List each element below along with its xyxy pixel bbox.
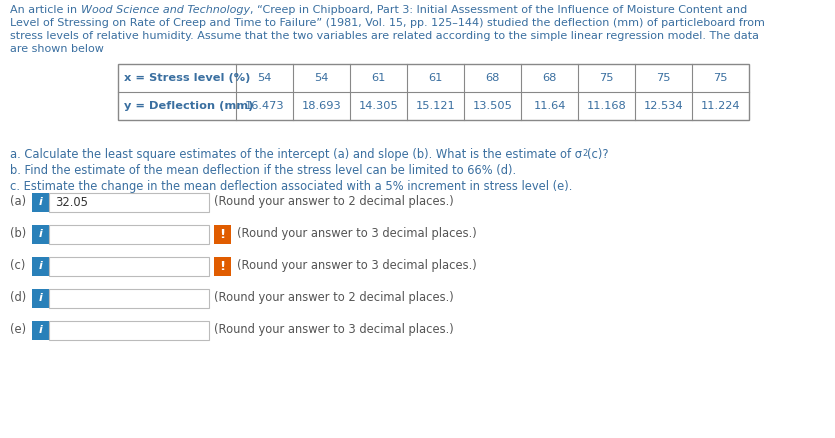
Text: 75: 75: [600, 73, 614, 83]
Bar: [49, 321, 209, 339]
Bar: [32, 225, 49, 244]
Text: (e): (e): [10, 324, 26, 336]
Text: 68: 68: [542, 73, 557, 83]
Bar: [32, 321, 49, 339]
Text: x = Stress level (%): x = Stress level (%): [124, 73, 250, 83]
Bar: [49, 225, 209, 244]
Text: i: i: [38, 261, 43, 271]
Text: (a): (a): [10, 195, 26, 208]
Text: (Round your answer to 2 decimal places.): (Round your answer to 2 decimal places.): [214, 292, 453, 304]
Text: stress levels of relative humidity. Assume that the two variables are related ac: stress levels of relative humidity. Assu…: [10, 31, 759, 41]
Text: i: i: [38, 197, 43, 207]
Text: a. Calculate the least square estimates of the intercept (a) and slope (b). What: a. Calculate the least square estimates …: [10, 148, 582, 161]
Text: (Round your answer to 3 decimal places.): (Round your answer to 3 decimal places.): [237, 227, 477, 240]
Text: (Round your answer to 2 decimal places.): (Round your answer to 2 decimal places.): [214, 195, 453, 208]
Bar: [49, 289, 209, 307]
Text: (c)?: (c)?: [587, 148, 609, 161]
Text: (b): (b): [10, 227, 26, 240]
Text: (d): (d): [10, 292, 26, 304]
Text: 14.305: 14.305: [358, 101, 398, 111]
Text: 61: 61: [372, 73, 386, 83]
Text: b. Find the estimate of the mean deflection if the stress level can be limited t: b. Find the estimate of the mean deflect…: [10, 164, 516, 177]
Text: , “Creep in Chipboard, Part 3: Initial Assessment of the Influence of Moisture C: , “Creep in Chipboard, Part 3: Initial A…: [250, 5, 747, 15]
Text: (Round your answer to 3 decimal places.): (Round your answer to 3 decimal places.): [237, 259, 477, 272]
Text: 61: 61: [428, 73, 443, 83]
Text: i: i: [38, 325, 43, 335]
Text: 11.224: 11.224: [701, 101, 741, 111]
Text: 2: 2: [582, 149, 587, 159]
Text: 75: 75: [656, 73, 671, 83]
Bar: [214, 225, 231, 244]
Text: (c): (c): [10, 259, 25, 272]
Text: !: !: [220, 227, 225, 240]
Text: i: i: [38, 293, 43, 303]
Text: 32.05: 32.05: [55, 195, 88, 208]
Bar: [49, 192, 209, 212]
Bar: [32, 289, 49, 307]
Text: Wood Science and Technology: Wood Science and Technology: [81, 5, 250, 15]
Text: 75: 75: [713, 73, 728, 83]
Text: 13.505: 13.505: [473, 101, 513, 111]
Bar: [32, 257, 49, 276]
Text: (Round your answer to 3 decimal places.): (Round your answer to 3 decimal places.): [214, 324, 453, 336]
Text: 18.693: 18.693: [301, 101, 342, 111]
Text: An article in: An article in: [10, 5, 81, 15]
Text: 11.64: 11.64: [534, 101, 565, 111]
Text: i: i: [38, 229, 43, 239]
Text: 11.168: 11.168: [587, 101, 626, 111]
Text: !: !: [220, 259, 225, 272]
Text: 68: 68: [485, 73, 499, 83]
Text: y = Deflection (mm): y = Deflection (mm): [124, 101, 253, 111]
Text: 12.534: 12.534: [644, 101, 683, 111]
Text: c. Estimate the change in the mean deflection associated with a 5% increment in : c. Estimate the change in the mean defle…: [10, 180, 572, 193]
Bar: [32, 192, 49, 212]
Text: 16.473: 16.473: [245, 101, 284, 111]
Text: 54: 54: [314, 73, 329, 83]
Bar: [214, 257, 231, 276]
Text: 15.121: 15.121: [416, 101, 455, 111]
Text: are shown below: are shown below: [10, 44, 104, 54]
Bar: [49, 257, 209, 276]
Text: Level of Stressing on Rate of Creep and Time to Failure” (1981, Vol. 15, pp. 125: Level of Stressing on Rate of Creep and …: [10, 18, 765, 28]
Bar: [118, 64, 749, 120]
Text: 54: 54: [257, 73, 271, 83]
